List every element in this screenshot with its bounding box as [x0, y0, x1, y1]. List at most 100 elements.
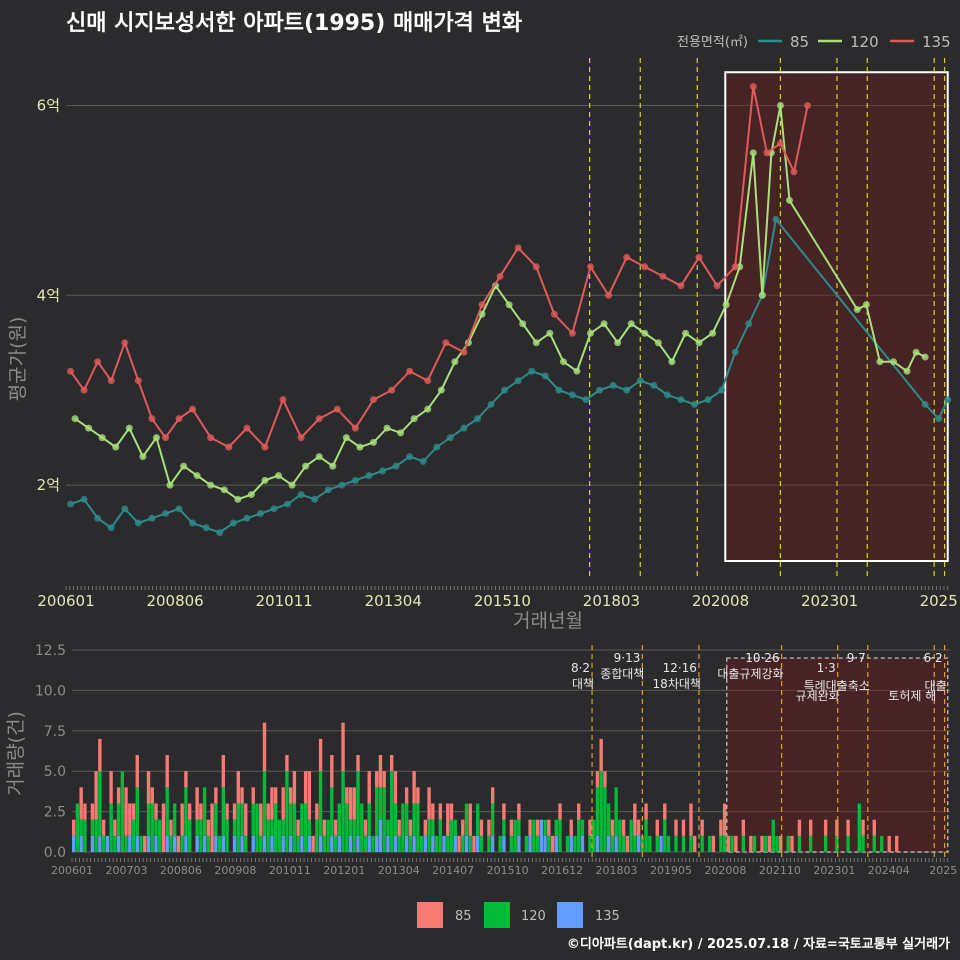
volume-bar-135	[659, 835, 663, 852]
volume-bar-85	[693, 835, 697, 852]
volume-bar-120	[251, 803, 255, 836]
volume-bar-120	[535, 835, 540, 852]
volume-bar-120	[288, 803, 293, 836]
price-point-85	[189, 519, 197, 527]
volume-bar-85	[767, 835, 772, 852]
volume-bar-135	[288, 835, 293, 852]
volume-bar-120	[599, 771, 603, 852]
price-point-135	[550, 310, 558, 318]
volume-bar-135	[202, 835, 207, 852]
volume-bar-120	[187, 819, 192, 852]
price-point-85	[392, 462, 400, 470]
volume-bar-120	[360, 803, 364, 852]
volume-x-tick-label: 202110	[759, 864, 801, 877]
volume-bar-85	[490, 787, 495, 804]
volume-bar-120	[83, 819, 87, 852]
volume-bar-120	[240, 803, 244, 836]
price-point-85	[256, 510, 264, 518]
volume-bar-135	[318, 835, 323, 852]
volume-bar-135	[453, 835, 457, 852]
price-point-85	[596, 386, 604, 394]
volume-bar-135	[154, 835, 158, 852]
volume-bar-135	[330, 835, 334, 852]
volume-bar-85	[184, 771, 188, 788]
volume-bar-135	[337, 835, 341, 852]
price-point-85	[311, 495, 319, 503]
price-point-120	[559, 358, 567, 366]
volume-bar-120	[356, 771, 360, 836]
volume-bar-85	[210, 803, 214, 852]
price-point-85	[338, 481, 346, 489]
volume-bar-135	[386, 835, 390, 852]
volume-bar-135	[90, 835, 95, 852]
volume-bar-120	[730, 835, 734, 852]
volume-bar-135	[240, 835, 244, 852]
volume-bar-135	[517, 835, 521, 852]
price-point-120	[889, 358, 897, 366]
volume-bar-120	[846, 835, 850, 852]
volume-bar-120	[872, 835, 876, 852]
price-point-85	[134, 519, 142, 527]
price-point-120	[749, 149, 757, 157]
volume-bar-85	[266, 803, 270, 820]
price-point-135	[713, 282, 721, 290]
volume-bar-120	[453, 819, 457, 836]
volume-y-tick-label: 2.5	[44, 805, 66, 821]
volume-bar-120	[318, 771, 323, 836]
volume-bar-85	[288, 787, 293, 804]
chart-title: 신매 시지보성서한 아파트(1995) 매매가격 변화	[66, 11, 522, 36]
price-point-85	[528, 367, 536, 375]
price-point-85	[555, 386, 563, 394]
volume-bar-85	[165, 755, 169, 788]
volume-bar-85	[681, 819, 686, 836]
volume-bar-85	[509, 819, 514, 836]
price-panel: 2억 4억 6억 200601 200806 201011 201304 201510 2018…	[7, 58, 958, 632]
volume-bar-85	[341, 722, 345, 772]
volume-x-tick-label: 201510	[487, 864, 529, 877]
price-point-85	[229, 519, 237, 527]
volume-x-tick-label: 201803	[596, 864, 638, 877]
volume-bar-85	[547, 819, 551, 836]
volume-bar-120	[621, 835, 626, 852]
volume-bar-120	[861, 835, 865, 852]
volume-bar-85	[124, 787, 128, 836]
volume-bar-85	[633, 803, 637, 836]
price-point-120	[681, 329, 689, 337]
price-point-85	[609, 381, 617, 389]
price-point-135	[333, 405, 341, 413]
price-point-120	[641, 329, 649, 337]
volume-bar-135	[412, 835, 416, 852]
price-point-120	[532, 339, 540, 347]
price-point-120	[654, 339, 662, 347]
bar-legend-label-135: 135	[595, 909, 620, 924]
volume-bar-85	[603, 771, 607, 788]
volume-x-tick-label: 202404	[868, 864, 910, 877]
volume-bar-135	[262, 835, 267, 852]
policy-date: 8·2	[571, 661, 590, 675]
volume-bar-120	[419, 835, 424, 852]
volume-bar-85	[711, 835, 716, 852]
price-point-85	[243, 514, 251, 522]
volume-bar-85	[689, 803, 693, 836]
volume-bar-120	[154, 819, 158, 836]
volume-x-tick-label: 201612	[541, 864, 583, 877]
volume-bar-120	[262, 771, 267, 836]
price-point-85	[772, 215, 780, 223]
price-point-120	[207, 481, 215, 489]
price-point-135	[659, 272, 667, 280]
price-point-120	[573, 367, 581, 375]
volume-bar-120	[285, 771, 289, 852]
price-point-135	[175, 415, 183, 423]
volume-bar-85	[128, 803, 132, 836]
volume-bar-85	[734, 835, 738, 852]
volume-y-tick-label: 5.0	[44, 764, 66, 780]
price-point-120	[410, 415, 418, 423]
volume-bar-135	[502, 835, 506, 852]
price-point-120	[862, 301, 870, 309]
policy-label: 대출	[925, 679, 947, 693]
volume-bar-85	[427, 787, 431, 820]
price-point-120	[261, 476, 269, 484]
volume-bar-120	[217, 835, 222, 852]
volume-bar-85	[154, 803, 158, 820]
volume-bar-85	[352, 787, 356, 820]
